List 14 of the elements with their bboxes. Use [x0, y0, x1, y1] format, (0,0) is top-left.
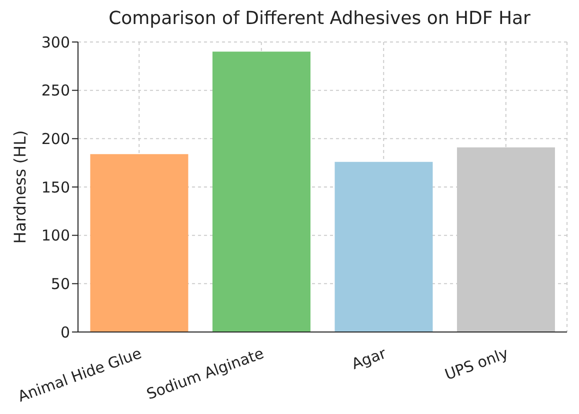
- y-tick-label: 200: [41, 130, 70, 148]
- y-tick-label: 300: [41, 33, 70, 52]
- chart-title: Comparison of Different Adhesives on HDF Har: [108, 8, 532, 31]
- y-tick-label: 50: [50, 274, 70, 293]
- x-tick-label: Agar: [349, 344, 390, 374]
- y-axis-title: Hardness (HL): [10, 130, 30, 244]
- y-tick-label: 150: [41, 178, 70, 196]
- bar: [212, 52, 310, 332]
- y-tick-label: 100: [41, 226, 70, 245]
- y-tick-label: 0: [60, 323, 70, 342]
- bar: [334, 162, 433, 332]
- x-tick-label: UPS only: [442, 344, 511, 384]
- y-tick-label: 250: [41, 82, 70, 100]
- bar: [90, 154, 188, 332]
